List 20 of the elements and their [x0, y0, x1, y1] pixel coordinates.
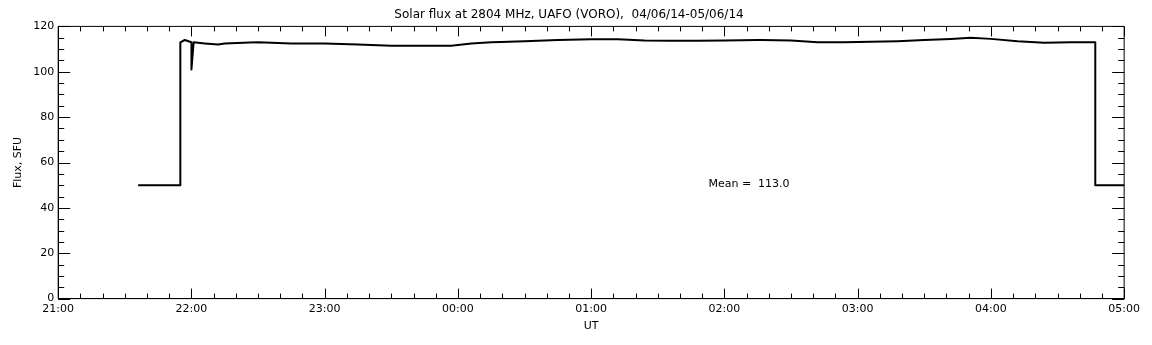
y-tick-label: 0: [47, 291, 55, 305]
x-tick-label: 01:00: [575, 302, 608, 316]
x-tick-label: 03:00: [841, 302, 874, 316]
x-tick-label: 04:00: [975, 302, 1007, 316]
y-tick-label: 20: [40, 246, 55, 260]
y-axis-title: Flux, SFU: [11, 136, 25, 189]
y-tick-label: 40: [40, 200, 55, 214]
chart-title: Solar flux at 2804 MHz, UAFO (VORO), 04/06/14-05/06/14: [394, 7, 744, 22]
annotation: Mean = 113.0: [708, 177, 790, 191]
y-tick-label: 60: [40, 155, 55, 169]
x-tick-label: 21:00: [42, 302, 75, 316]
x-tick-label: 22:00: [175, 302, 208, 316]
x-axis-title: UT: [583, 319, 599, 333]
x-tick-label: 23:00: [308, 302, 341, 316]
x-tick-label: 02:00: [708, 302, 741, 316]
y-tick-label: 100: [33, 64, 55, 78]
x-tick-label: 00:00: [442, 302, 474, 316]
y-tick-label: 120: [33, 19, 55, 33]
x-tick-label: 05:00: [1108, 302, 1140, 316]
y-tick-label: 80: [40, 109, 55, 123]
